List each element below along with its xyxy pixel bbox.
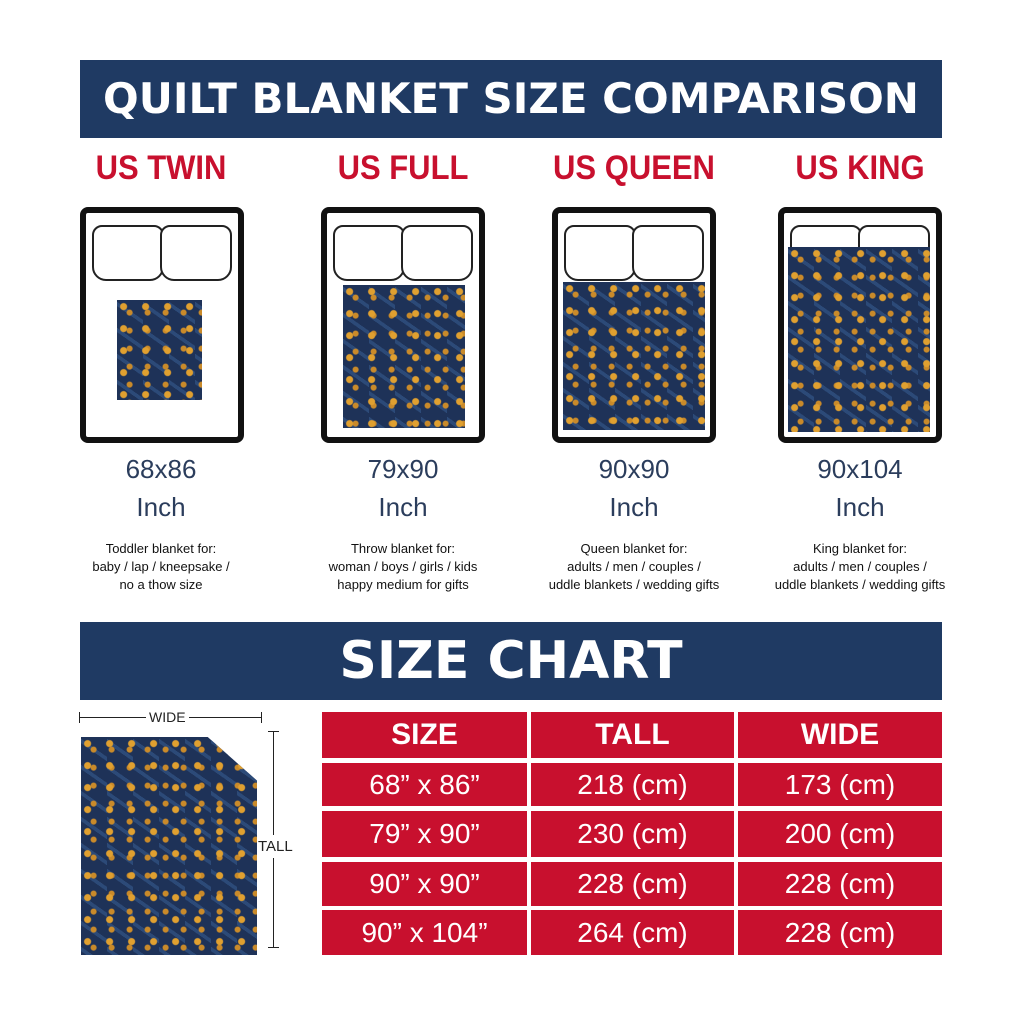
- wide-label: WIDE: [146, 709, 189, 725]
- description-line: Queen blanket for:: [580, 541, 688, 556]
- pillow: [632, 225, 704, 281]
- bed-illustration: [80, 207, 244, 443]
- table-cell: 228 (cm): [738, 862, 942, 906]
- pillow: [564, 225, 636, 281]
- description-line: adults / men / couples /: [793, 559, 927, 574]
- pillow: [92, 225, 164, 281]
- table-header: SIZE: [322, 712, 527, 758]
- size-title: US KING: [795, 148, 925, 187]
- table-cell: 264 (cm): [531, 910, 734, 955]
- size-unit: Inch: [378, 492, 428, 522]
- description-line: uddle blankets / wedding gifts: [774, 577, 946, 592]
- size-dims: 90x90: [598, 454, 670, 484]
- description-line: Throw blanket for:: [350, 541, 456, 556]
- table-cell: 79” x 90”: [322, 811, 527, 857]
- size-description: King blanket for: adults / men / couples …: [750, 540, 970, 594]
- description-line: King blanket for:: [813, 541, 907, 556]
- table-cell: 228 (cm): [738, 910, 942, 955]
- comparison-banner: QUILT BLANKET SIZE COMPARISON: [80, 60, 942, 138]
- description-line: uddle blankets / wedding gifts: [548, 577, 720, 592]
- table-header: TALL: [531, 712, 734, 758]
- table-cell: 68” x 86”: [322, 763, 527, 806]
- size-dims: 90x104: [817, 454, 903, 484]
- size-title: US FULL: [337, 148, 469, 187]
- size-unit: Inch: [835, 492, 885, 522]
- blanket-overlay: [117, 300, 202, 400]
- size-title: US QUEEN: [553, 148, 715, 187]
- description-line: adults / men / couples /: [567, 559, 701, 574]
- table-header: WIDE: [738, 712, 942, 758]
- table-cell: 90” x 90”: [322, 862, 527, 906]
- size-dims: 79x90: [367, 454, 439, 484]
- description-line: no a thow size: [119, 577, 203, 592]
- blanket-overlay: [343, 285, 465, 428]
- table-cell: 228 (cm): [531, 862, 734, 906]
- table-cell: 230 (cm): [531, 811, 734, 857]
- description-line: happy medium for gifts: [337, 577, 469, 592]
- description-line: Toddler blanket for:: [105, 541, 217, 556]
- pillow: [160, 225, 232, 281]
- size-unit: Inch: [609, 492, 659, 522]
- description-line: woman / boys / girls / kids: [328, 559, 478, 574]
- table-cell: 200 (cm): [738, 811, 942, 857]
- size-description: Queen blanket for: adults / men / couples…: [524, 540, 744, 594]
- size-chart-banner: SIZE CHART: [80, 622, 942, 700]
- size-unit: Inch: [136, 492, 186, 522]
- size-dims: 68x86: [125, 454, 197, 484]
- pillow: [401, 225, 473, 281]
- description-line: baby / lap / kneepsake /: [92, 559, 230, 574]
- sample-blanket: [81, 737, 257, 955]
- size-description: Throw blanket for: woman / boys / girls /…: [293, 540, 513, 594]
- table-cell: 90” x 104”: [322, 910, 527, 955]
- table-cell: 173 (cm): [738, 763, 942, 806]
- table-cell: 218 (cm): [531, 763, 734, 806]
- pillow: [333, 225, 405, 281]
- size-title: US TWIN: [95, 148, 227, 187]
- size-description: Toddler blanket for: baby / lap / kneepsa…: [51, 540, 271, 594]
- blanket-overlay: [563, 282, 705, 430]
- tall-label: TALL: [258, 835, 293, 858]
- blanket-overlay: [788, 247, 930, 432]
